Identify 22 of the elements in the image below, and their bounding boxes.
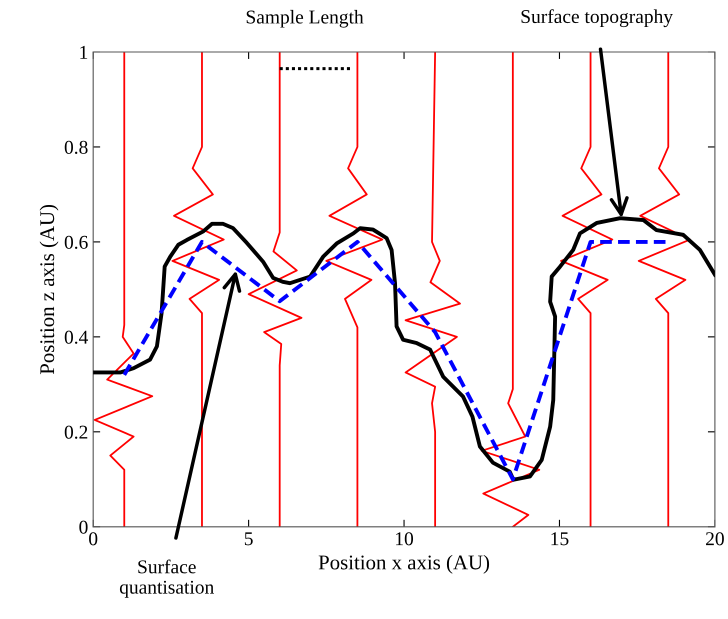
y-axis-title: Position z axis (AU): [40, 204, 58, 374]
x-tick-label: 5: [244, 532, 253, 546]
x-axis-title: Position x axis (AU): [318, 554, 490, 574]
annotation: Surface quantisation: [120, 560, 214, 598]
text: Sample Length: [246, 10, 364, 28]
y-tick-label: 0.6: [64, 236, 88, 249]
line-series: [248, 52, 302, 527]
annotation: Surface topography: [522, 9, 673, 28]
x-tick-label: 0: [89, 532, 98, 546]
y-tick-label: 0.2: [64, 426, 88, 439]
y-tick-label: 0: [79, 520, 88, 534]
line-series: [480, 52, 540, 527]
x-tick-label: 15: [551, 532, 568, 546]
line-series: [404, 52, 461, 527]
line-series: [325, 52, 384, 527]
x-tick-label: 20: [706, 532, 724, 546]
y-tick-label: 1: [80, 46, 88, 59]
line-series: [172, 52, 225, 527]
y-tick-label: 0.4: [64, 330, 88, 344]
line-series: [560, 52, 614, 527]
y-tick-label: 0.8: [64, 140, 88, 154]
x-tick-label: 10: [396, 532, 414, 546]
